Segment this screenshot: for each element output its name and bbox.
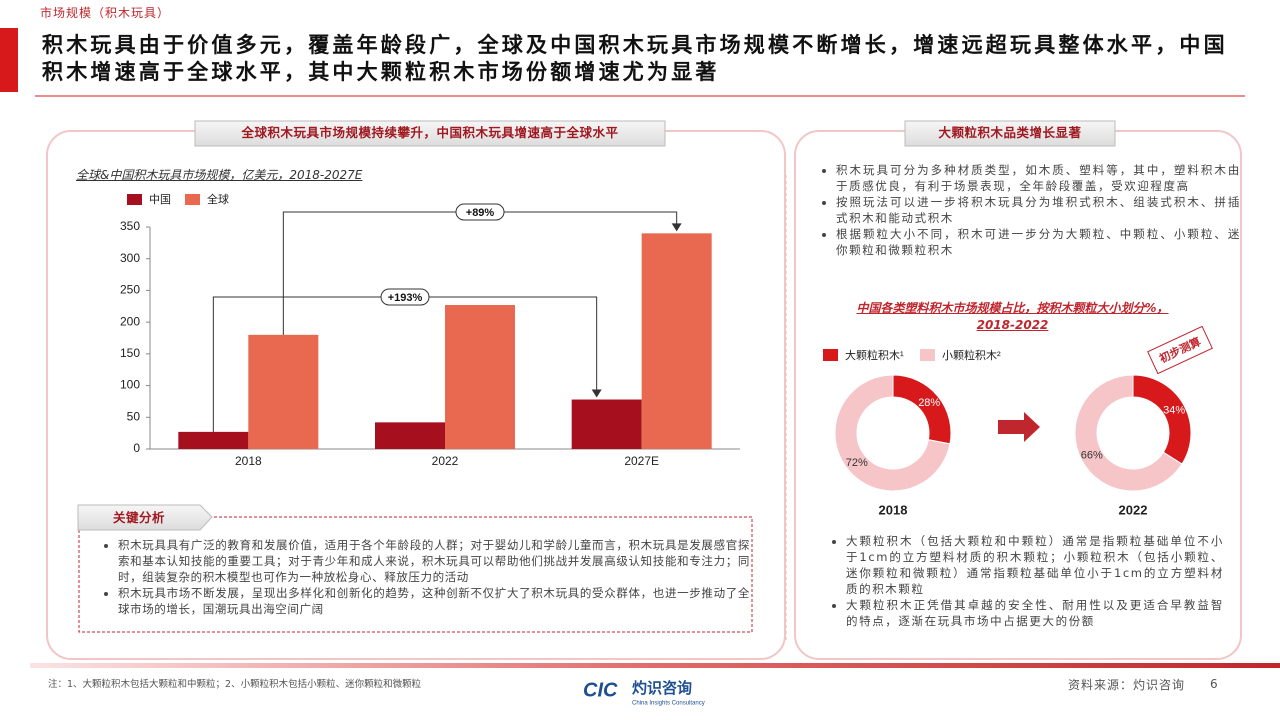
logo-text: 灼识咨询 <box>632 679 692 697</box>
donut-title: 中国各类塑料积木市场规模占比，按积木颗粒大小划分%，2018-2022 <box>856 301 1169 332</box>
annotation: +193% <box>388 292 423 304</box>
data-label: 34% <box>1163 404 1185 416</box>
x-tick-label: 2018 <box>235 454 262 468</box>
bar <box>571 399 642 449</box>
page-number: 6 <box>1210 677 1218 691</box>
x-tick-label: 2022 <box>432 454 459 468</box>
footnote: 注：1、大颗粒积木包括大颗粒和中颗粒；2、小颗粒积木包括小颗粒、迷你颗粒和微颗粒 <box>48 679 422 690</box>
annotation-arrow <box>591 389 602 398</box>
bottom-list: 大颗粒积木（包括大颗粒和中颗粒）通常是指颗粒基础单位不小于1cm的立方塑料材质的… <box>828 533 1224 629</box>
bottom-bullet: 大颗粒积木（包括大颗粒和中颗粒）通常是指颗粒基础单位不小于1cm的立方塑料材质的… <box>846 533 1224 597</box>
annotation: +89% <box>466 207 495 219</box>
right-heading: 大颗粒积木品类增长显著 <box>938 125 1082 140</box>
data-label: 66% <box>1081 450 1103 462</box>
analysis-bullet: 积木玩具具有广泛的教育和发展价值，适用于各个年龄段的人群；对于婴幼儿和学龄儿童而… <box>118 537 750 585</box>
analysis-bullet: 积木玩具市场不断发展，呈现出多样化和创新化的趋势，这种创新不仅扩大了积木玩具的受… <box>118 585 750 617</box>
legend-label: 中国 <box>149 193 171 206</box>
y-tick-label: 100 <box>120 378 140 392</box>
left-heading: 全球积木玩具市场规模持续攀升，中国积木玩具增速高于全球水平 <box>241 125 619 140</box>
bar <box>375 422 445 449</box>
right-list: 积木玩具可分为多种材质类型，如木质、塑料等，其中，塑料积木由于质感优良，有利于场… <box>818 162 1241 258</box>
legend-swatch <box>127 194 142 205</box>
right-bullet: 积木玩具可分为多种材质类型，如木质、塑料等，其中，塑料积木由于质感优良，有利于场… <box>836 162 1241 194</box>
donut-slice <box>834 374 951 492</box>
analysis-list: 积木玩具具有广泛的教育和发展价值，适用于各个年龄段的人群；对于婴幼儿和学龄儿童而… <box>100 537 750 617</box>
bottom-bullet: 大颗粒积木正凭借其卓越的安全性、耐用性以及更适合早教益智的特点，逐渐在玩具市场中… <box>846 597 1224 629</box>
annotation-box <box>455 203 505 221</box>
right-bullet: 根据颗粒大小不同，积木可进一步分为大颗粒、中颗粒、小颗粒、迷你颗粒和微颗粒积木 <box>836 226 1241 258</box>
y-tick-label: 150 <box>120 346 140 360</box>
annotation-arrow <box>671 223 682 232</box>
y-tick-label: 350 <box>120 219 140 233</box>
analysis-heading: 关键分析 <box>112 510 165 525</box>
year-label: 2018 <box>879 502 908 517</box>
bar <box>641 233 712 449</box>
y-tick-label: 300 <box>120 251 140 265</box>
legend-label: 全球 <box>207 192 229 206</box>
legend-label: 小颗粒积木² <box>942 348 1001 362</box>
right-bullet: 按照玩法可以进一步将积木玩具分为堆积式积木、组装式积木、拼插式积木和能动式积木 <box>836 194 1241 226</box>
data-label: 28% <box>918 397 940 409</box>
source: 资料来源：灼识咨询 <box>1068 678 1186 692</box>
growth-arrow <box>998 412 1040 442</box>
left-tab <box>194 120 666 147</box>
bar <box>178 431 249 449</box>
x-tick-label: 2027E <box>624 454 659 468</box>
data-label: 72% <box>846 457 868 469</box>
stamp-box <box>1147 325 1213 375</box>
y-tick-label: 50 <box>127 409 141 423</box>
chart-title: 全球&中国积木玩具市场规模，亿美元，2018-2027E <box>76 168 363 182</box>
section-label: 市场规模（积木玩具） <box>40 6 171 20</box>
y-tick-label: 250 <box>120 283 140 297</box>
y-tick-label: 0 <box>133 441 140 455</box>
legend-swatch <box>920 349 935 361</box>
slide-title: 积木玩具由于价值多元，覆盖年龄段广，全球及中国积木玩具市场规模不断增长，增速远超… <box>42 33 1228 84</box>
legend-swatch <box>823 349 838 361</box>
year-label: 2022 <box>1119 502 1148 517</box>
donut-slice <box>1074 374 1183 492</box>
logo: CIC <box>583 679 618 701</box>
right-tab <box>904 120 1116 147</box>
analysis-box <box>78 516 753 633</box>
accent-bar <box>0 28 18 92</box>
analysis-tab <box>77 504 213 531</box>
annotation-box <box>380 288 430 306</box>
legend-label: 大颗粒积木¹ <box>845 348 904 362</box>
bar <box>248 334 319 449</box>
y-tick-label: 200 <box>120 314 140 328</box>
footer-rule <box>30 663 1280 668</box>
logo-sub: China Insights Consultancy <box>632 701 705 707</box>
bar <box>445 305 515 449</box>
legend-swatch <box>185 194 200 205</box>
